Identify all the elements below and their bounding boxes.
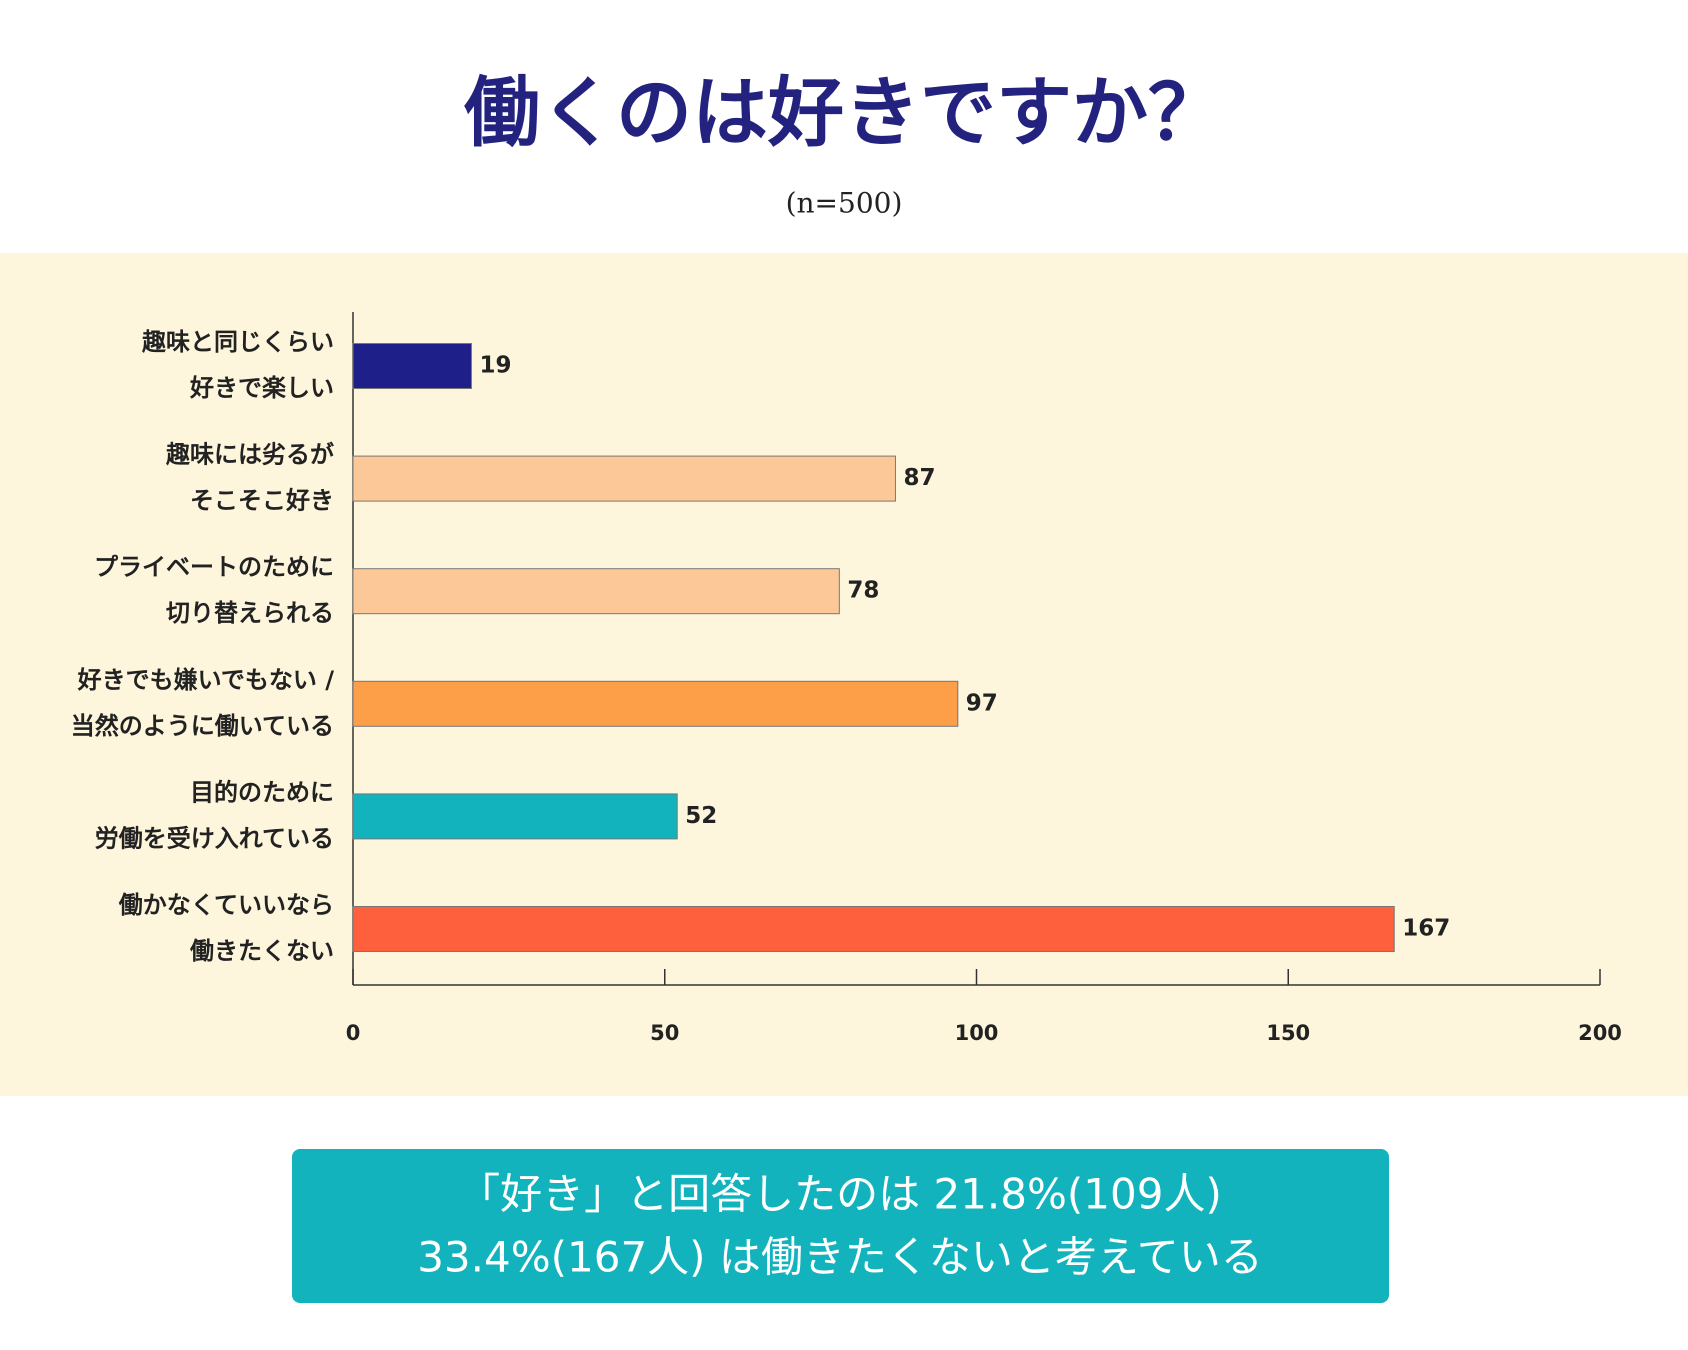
y-tick-label: 好きで楽しい <box>189 374 334 402</box>
y-tick-label: 当然のように働いている <box>71 712 334 740</box>
y-tick-label: 働かなくていいなら <box>118 891 334 919</box>
x-tick-label: 100 <box>955 1021 999 1045</box>
summary-line: 「好き」と回答したのは 21.8%(109人) <box>458 1170 1222 1219</box>
chart-subtitle: (n=500) <box>786 187 903 220</box>
bar <box>352 343 472 389</box>
y-tick-label: 目的のために <box>190 778 334 806</box>
chart-background <box>0 253 1688 1096</box>
value-label: 19 <box>479 353 511 379</box>
bar <box>352 568 840 615</box>
y-tick-label: プライベートのために <box>94 553 334 581</box>
bar <box>352 906 1395 952</box>
bar <box>352 455 896 502</box>
x-tick-label: 200 <box>1578 1021 1622 1045</box>
y-tick-label: 趣味と同じくらい <box>141 328 334 356</box>
y-tick-label: そこそこ好き <box>190 487 334 515</box>
y-tick-label: 働きたくない <box>189 937 334 965</box>
summary-line: 33.4%(167人) は働きたくないと考えている <box>417 1233 1263 1282</box>
value-label: 52 <box>685 803 717 829</box>
x-tick-label: 150 <box>1266 1021 1310 1045</box>
value-label: 87 <box>903 465 935 491</box>
y-tick-label: 切り替えられる <box>166 599 334 627</box>
x-tick-label: 50 <box>650 1021 679 1045</box>
value-label: 78 <box>847 578 879 604</box>
value-label: 97 <box>966 690 998 716</box>
y-tick-label: 趣味には劣るが <box>165 441 334 469</box>
value-label: 167 <box>1402 916 1450 942</box>
y-tick-label: 好きでも嫌いでもない / <box>77 666 335 694</box>
x-tick-label: 0 <box>346 1021 361 1045</box>
bar <box>352 793 678 840</box>
y-tick-label: 労働を受け入れている <box>95 824 334 852</box>
chart-title: 働くのは好きですか？ <box>464 68 1224 157</box>
summary-box <box>292 1149 1389 1303</box>
bar <box>352 680 959 727</box>
